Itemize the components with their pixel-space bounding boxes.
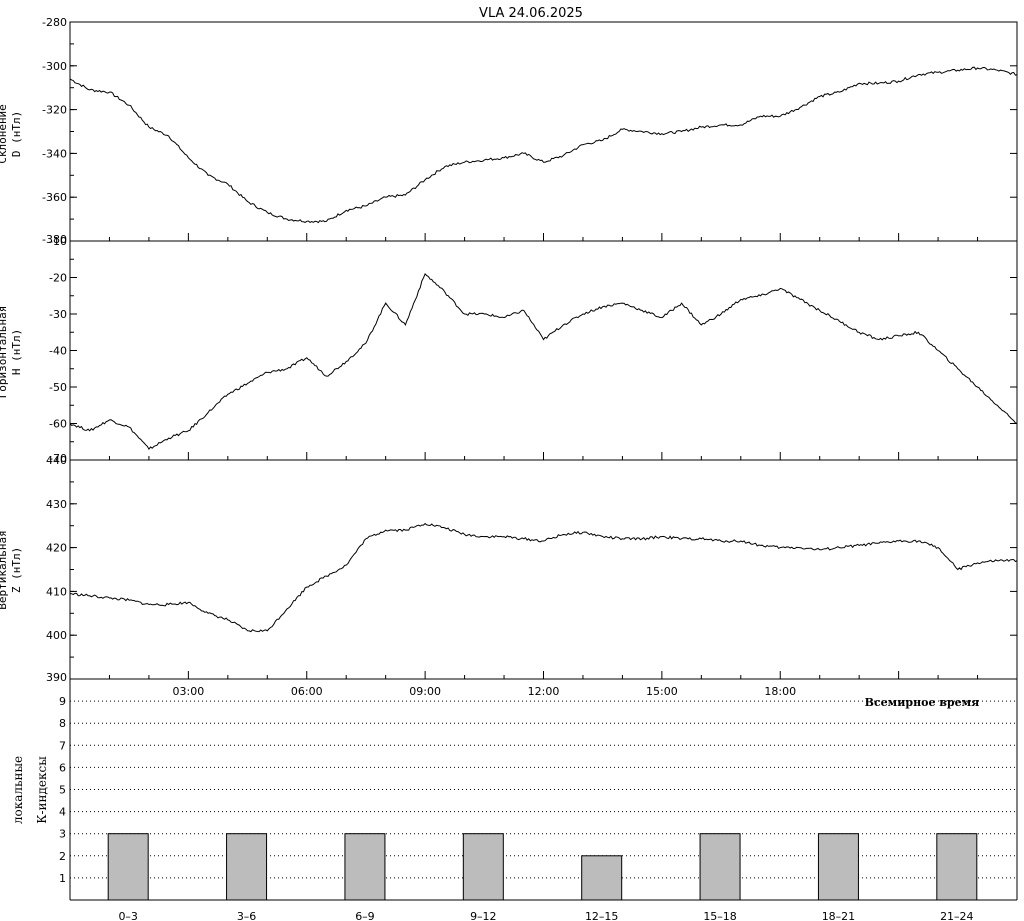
k-gridlines: 1 2 3 4 5 6 7 8 9 <box>59 695 1017 885</box>
y-tick-label: -40 <box>49 345 67 358</box>
k-category-label: 21–24 <box>940 910 974 921</box>
y-tick-label: 420 <box>46 542 67 555</box>
panel-d-frame <box>69 21 1018 242</box>
y-tick-label: 410 <box>46 585 67 598</box>
panel-d-ylabel-top: Склонение <box>0 104 9 164</box>
k-bar <box>581 855 623 901</box>
panel-d-y-axis: -280 -300 -320 -340 -360 -380 <box>42 16 1017 246</box>
series-h-line <box>69 273 1018 450</box>
panel-h-ylabel: H (нТл) <box>10 329 23 375</box>
y-tick-label: -10 <box>49 235 67 248</box>
k-tick-label: 5 <box>59 784 66 797</box>
k-ylabel-line1: локальные <box>11 756 25 824</box>
k-tick-label: 9 <box>59 695 66 708</box>
y-tick-label: -60 <box>49 418 67 431</box>
time-tick-label: 18:00 <box>764 685 796 698</box>
y-tick-label: -70 <box>49 452 67 465</box>
time-tick-label: 09:00 <box>409 685 441 698</box>
k-bar <box>936 833 978 901</box>
k-category-label: 15–18 <box>703 910 737 921</box>
chart-title: VLA 24.06.2025 <box>479 6 583 21</box>
panel-z-frame <box>69 459 1018 680</box>
panel-vertical: 440 430 420 410 400 390 Z (нТл) Вертикальная <box>0 454 1018 684</box>
panel-h-ylabel-top: Горизонтальная <box>0 306 9 399</box>
k-bar <box>107 833 149 901</box>
k-category-label: 12–15 <box>585 910 619 921</box>
y-tick-label: 390 <box>46 671 67 684</box>
y-tick-label: -30 <box>49 308 67 321</box>
k-category-label: 3–6 <box>237 910 257 921</box>
y-tick-label: -360 <box>42 191 67 204</box>
k-bar <box>699 833 741 901</box>
y-tick-label: -340 <box>42 147 67 160</box>
time-axis-label: Всемирное время <box>865 696 980 709</box>
k-bar <box>462 833 504 901</box>
panel-h-y-axis: -10 -20 -30 -40 -50 -60 -70 <box>49 235 1017 465</box>
k-ylabel-line2: К-индексы <box>35 756 49 824</box>
panel-z-ylabel-top: Вертикальная <box>0 530 9 609</box>
panel-k-index: 1 2 3 4 5 6 7 8 9 0–3 3–6 6–9 9–12 12–15 15–18 18–21 21… <box>11 679 1018 921</box>
y-tick-label: 440 <box>46 454 67 467</box>
k-bar <box>817 833 859 901</box>
series-d-line <box>69 66 1018 224</box>
y-tick-label: -380 <box>42 233 67 246</box>
panel-d-ylabel: D (нТл) <box>10 111 23 157</box>
time-tick-label: 03:00 <box>173 685 205 698</box>
y-tick-label: 400 <box>46 629 67 642</box>
k-tick-label: 2 <box>59 850 66 863</box>
k-category-label: 9–12 <box>470 910 497 921</box>
k-tick-label: 3 <box>59 828 66 841</box>
y-tick-label: -300 <box>42 60 67 73</box>
y-tick-label: -320 <box>42 104 67 117</box>
k-category-label: 6–9 <box>355 910 375 921</box>
panel-z-y-axis: 440 430 420 410 400 390 <box>46 454 1017 684</box>
k-tick-label: 4 <box>59 806 66 819</box>
time-tick-label: 15:00 <box>646 685 678 698</box>
y-tick-label: -20 <box>49 272 67 285</box>
k-category-labels: 0–3 3–6 6–9 9–12 12–15 15–18 18–21 21–24 <box>118 910 973 921</box>
k-category-label: 18–21 <box>822 910 856 921</box>
k-bar <box>344 833 386 901</box>
panel-h-frame <box>69 240 1018 461</box>
series-z-line <box>69 522 1018 633</box>
panel-declination: -280 -300 -320 -340 -360 -380 D (нТл) Склонен… <box>0 16 1018 246</box>
panel-z-ylabel: Z (нТл) <box>10 547 23 593</box>
k-tick-label: 1 <box>59 872 66 885</box>
k-bar <box>226 833 268 901</box>
panel-horizontal: -10 -20 -30 -40 -50 -60 -70 H (нТл) Горизонтал… <box>0 235 1018 465</box>
y-tick-label: 430 <box>46 498 67 511</box>
time-axis: 03:00 06:00 09:00 12:00 15:00 18:00 <box>173 685 797 698</box>
time-tick-label: 06:00 <box>291 685 323 698</box>
k-tick-label: 8 <box>59 717 66 730</box>
k-category-label: 0–3 <box>118 910 138 921</box>
y-tick-label: -50 <box>49 381 67 394</box>
k-tick-label: 7 <box>59 739 66 752</box>
k-tick-label: 6 <box>59 761 66 774</box>
y-tick-label: -280 <box>42 16 67 29</box>
time-tick-label: 12:00 <box>528 685 560 698</box>
k-bars <box>107 833 978 901</box>
